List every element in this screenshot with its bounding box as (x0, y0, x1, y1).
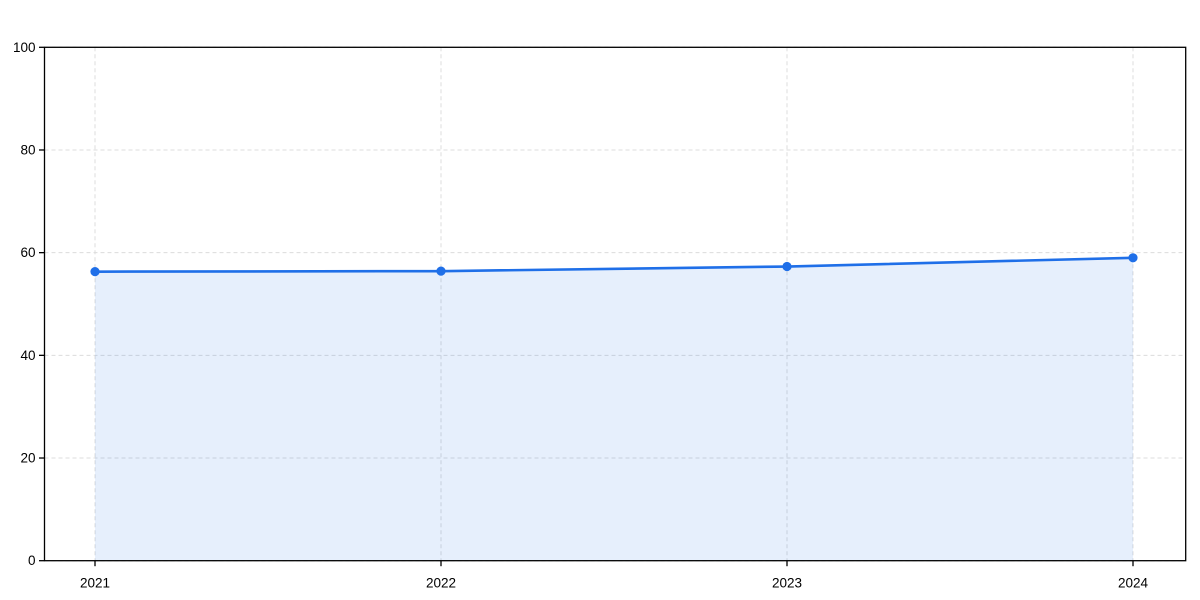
x-tick-label: 2024 (1118, 575, 1149, 590)
trend-area (95, 257, 1133, 561)
data-point-marker (1128, 253, 1138, 263)
data-point-marker (436, 266, 446, 276)
x-tick-label: 2021 (80, 575, 110, 590)
plot-border (43, 46, 1187, 562)
y-tick-label: 0 (28, 553, 36, 568)
y-tick-label: 80 (20, 142, 35, 157)
x-tick-label: 2022 (426, 575, 456, 590)
trend-line (93, 256, 1135, 273)
y-tick-label: 60 (20, 245, 35, 260)
x-tick-label: 2023 (772, 575, 802, 590)
data-point-marker (90, 267, 100, 277)
y-tick-label: 100 (13, 40, 36, 55)
data-point-marker (782, 261, 792, 272)
y-tick-label: 20 (20, 451, 35, 466)
y-tick-label: 40 (20, 348, 35, 363)
